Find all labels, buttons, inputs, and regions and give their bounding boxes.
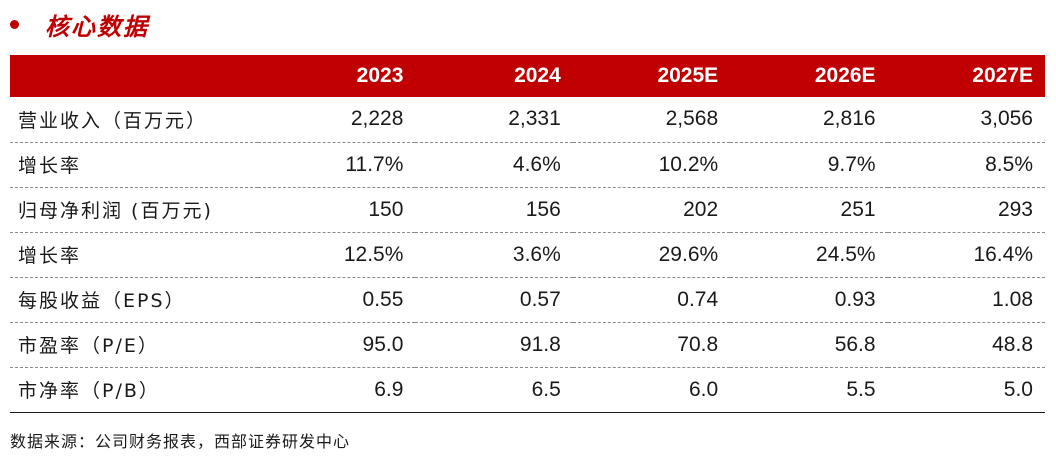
row-label: 营业收入（百万元） bbox=[18, 109, 208, 132]
table-cell: 48.8 bbox=[992, 332, 1033, 356]
table-cell: 251 bbox=[840, 197, 876, 221]
table-cell: 8.5% bbox=[985, 152, 1033, 176]
table-cell: 29.6% bbox=[658, 242, 719, 266]
source-note: 数据来源：公司财务报表，西部证券研发中心 bbox=[10, 432, 351, 451]
row-label: 增长率 bbox=[18, 245, 82, 267]
table-cell: 5.0 bbox=[1003, 377, 1033, 401]
table-header-row: 2023 2024 2025E 2026E 2027E bbox=[10, 55, 1045, 97]
table-cell: 5.5 bbox=[846, 377, 876, 401]
table-cell: 2,568 bbox=[665, 107, 719, 131]
table-cell: 2,228 bbox=[350, 107, 404, 131]
table-cell: 150 bbox=[368, 197, 404, 221]
row-label: 增长率 bbox=[18, 155, 82, 177]
table-cell: 4.6% bbox=[512, 152, 561, 176]
header-cell-2023: 2023 bbox=[356, 64, 404, 87]
table-cell: 202 bbox=[683, 197, 719, 221]
table-cell: 12.5% bbox=[343, 242, 404, 266]
table-cell: 2,816 bbox=[823, 107, 876, 131]
header-cell-2024: 2024 bbox=[514, 64, 561, 87]
table-cell: 70.8 bbox=[677, 332, 719, 356]
table-cell: 11.7% bbox=[345, 152, 404, 176]
table-row-revenue: 营业收入（百万元） 2,228 2,331 2,568 2,816 3,056 bbox=[10, 97, 1045, 142]
table-cell: 2,331 bbox=[508, 107, 561, 131]
table-cell: 0.93 bbox=[834, 287, 876, 311]
row-label: 市净率（P/B） bbox=[18, 380, 160, 402]
table-cell: 3,056 bbox=[980, 107, 1033, 131]
table-cell: 91.8 bbox=[519, 332, 561, 356]
table-cell: 16.4% bbox=[973, 242, 1033, 266]
table-row-revenue-growth: 增长率 11.7% 4.6% 10.2% 9.7% 8.5% bbox=[10, 142, 1045, 187]
table-row-pb: 市净率（P/B） 6.9 6.5 6.0 5.5 5.0 bbox=[10, 367, 1045, 412]
table-cell: 0.55 bbox=[362, 287, 404, 311]
table-cell: 6.5 bbox=[531, 377, 561, 401]
row-label: 每股收益（EPS） bbox=[18, 290, 186, 312]
table-cell: 1.08 bbox=[992, 287, 1033, 311]
table-row-profit-growth: 增长率 12.5% 3.6% 29.6% 24.5% 16.4% bbox=[10, 232, 1045, 277]
table-cell: 293 bbox=[997, 197, 1033, 221]
table-row-eps: 每股收益（EPS） 0.55 0.57 0.74 0.93 1.08 bbox=[10, 277, 1045, 322]
table-cell: 24.5% bbox=[816, 242, 876, 266]
header-cell-2025e: 2025E bbox=[657, 64, 719, 87]
table-cell: 56.8 bbox=[834, 332, 876, 356]
table-row-pe: 市盈率（P/E） 95.0 91.8 70.8 56.8 48.8 bbox=[10, 322, 1045, 367]
header-cell-label bbox=[10, 55, 258, 97]
table-cell: 9.7% bbox=[827, 152, 876, 176]
section-title: 核心数据 bbox=[45, 11, 149, 41]
table-cell: 6.0 bbox=[688, 377, 719, 401]
table-cell: 0.74 bbox=[677, 287, 719, 311]
table-cell: 156 bbox=[525, 197, 561, 221]
table-row-net-profit: 归母净利润 (百万元) 150 156 202 251 293 bbox=[10, 187, 1045, 232]
header-cell-2026e: 2026E bbox=[814, 64, 876, 87]
table-cell: 6.9 bbox=[374, 377, 404, 401]
row-label: 市盈率（P/E） bbox=[18, 335, 159, 357]
header-cell-2027e: 2027E bbox=[972, 64, 1033, 87]
section-header: 核心数据 bbox=[8, 4, 149, 44]
bullet-icon bbox=[10, 19, 19, 29]
table-cell: 3.6% bbox=[512, 242, 561, 266]
table-cell: 0.57 bbox=[519, 287, 561, 311]
table-cell: 10.2% bbox=[658, 152, 719, 176]
row-label: 归母净利润 (百万元) bbox=[18, 200, 213, 222]
table-cell: 95.0 bbox=[362, 332, 404, 356]
core-data-table: 2023 2024 2025E 2026E 2027E 营业收入（百万元） 2,… bbox=[10, 55, 1045, 413]
